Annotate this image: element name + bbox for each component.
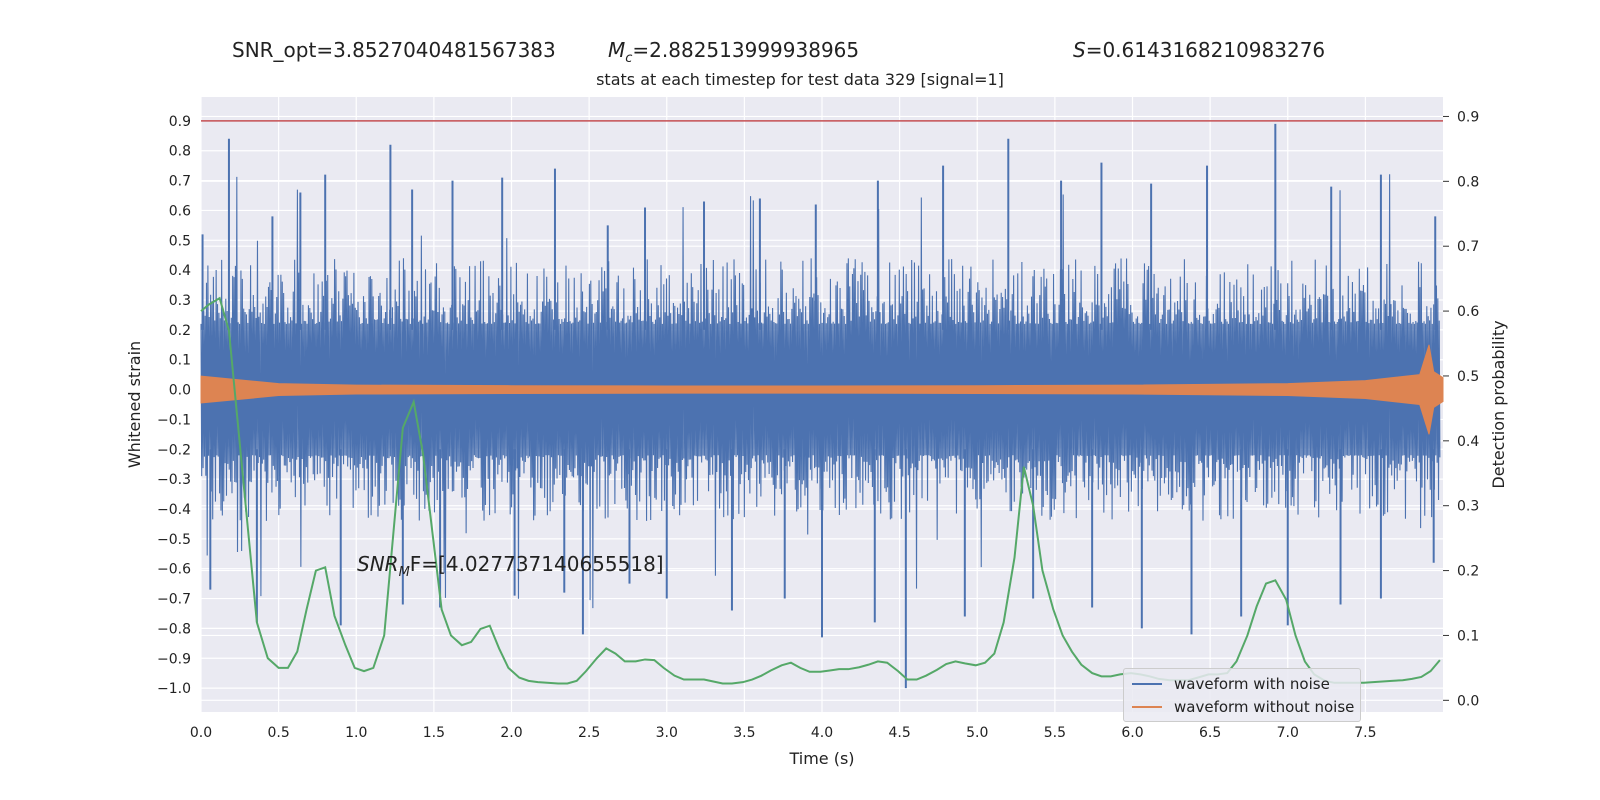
y-tick-label-right: 0.3 [1457,499,1479,515]
chart-title: stats at each timestep for test data 329… [596,70,1004,89]
x-tick-label: 1.5 [423,725,445,741]
legend-label-clean: waveform without noise [1174,698,1355,716]
chirp-mass-label: Mc=2.882513999938965 [608,38,860,66]
y-tick-label-left: −0.5 [157,532,191,548]
y-axis-label-left: Whitened strain [125,341,144,468]
noise-trace [200,174,1441,609]
y-tick-label-right: 0.0 [1457,693,1479,709]
y-tick-label-right: 0.2 [1457,564,1479,580]
x-tick-label: 7.5 [1354,725,1376,741]
y-tick-label-left: 0.1 [169,353,191,369]
y-ticks-right: 0.9 0.8 0.7 0.6 0.5 0.4 0.3 0.2 0.1 0.0 [1443,109,1479,709]
s-value-label: S=0.6143168210983276 [1073,38,1326,62]
x-ticks: 0.0 0.5 1.0 1.5 2.0 2.5 3.0 3.5 4.0 4.5 5.0 5.5 6.0 6… [190,725,1377,741]
x-tick-label: 2.5 [578,725,600,741]
clean-envelope [200,344,1444,435]
legend-swatch-noise [1132,683,1162,685]
y-tick-label-right: 0.6 [1457,304,1479,320]
x-tick-label: 2.0 [500,725,522,741]
x-tick-label: 6.5 [1199,725,1221,741]
y-tick-label-left: 0.7 [169,174,191,190]
series-waveform-without-noise [200,344,1444,435]
snr-mf-annotation: SNRMF=[4.027737140655518] [357,552,664,580]
y-tick-label-left: −0.9 [157,651,191,667]
x-tick-label: 0.5 [267,725,289,741]
x-tick-label: 6.0 [1121,725,1143,741]
y-tick-label-left: 0.8 [169,144,191,160]
legend-label-noise: waveform with noise [1174,675,1330,693]
y-tick-label-right: 0.7 [1457,239,1479,255]
y-tick-label-left: −0.1 [157,412,191,428]
legend-item-noise: waveform with noise [1132,675,1330,693]
y-tick-label-left: −1.0 [157,681,191,697]
y-tick-label-right: 0.8 [1457,174,1479,190]
y-tick-label-left: 0.9 [169,114,191,130]
x-tick-label: 4.0 [811,725,833,741]
y-tick-label-left: −0.3 [157,472,191,488]
y-tick-label-left: −0.8 [157,621,191,637]
y-tick-label-left: −0.4 [157,502,191,518]
y-tick-label-left: 0.3 [169,293,191,309]
legend: waveform with noise waveform without noi… [1123,668,1361,722]
x-tick-label: 0.0 [190,725,212,741]
y-axis-label-right: Detection probability [1489,320,1508,488]
x-tick-label: 4.5 [888,725,910,741]
x-tick-label: 1.0 [345,725,367,741]
x-tick-label: 3.0 [656,725,678,741]
y-tick-label-left: −0.2 [157,442,191,458]
y-tick-label-right: 0.9 [1457,109,1479,125]
snr-opt-label: SNR_opt=3.8527040481567383 [232,38,556,62]
x-tick-label: 3.5 [733,725,755,741]
y-tick-label-left: −0.6 [157,562,191,578]
y-tick-label-left: 0.4 [169,263,191,279]
x-tick-label: 7.0 [1277,725,1299,741]
y-tick-label-left: −0.7 [157,592,191,608]
y-tick-label-right: 0.1 [1457,628,1479,644]
x-axis-label: Time (s) [788,749,854,768]
probability-line [200,296,1441,685]
y-tick-label-left: 0.0 [169,383,191,399]
series-detection-probability [200,296,1441,685]
legend-swatch-clean [1132,706,1162,708]
y-tick-label-left: 0.6 [169,203,191,219]
x-tick-label: 5.0 [966,725,988,741]
y-tick-label-left: 0.2 [169,323,191,339]
legend-item-clean: waveform without noise [1132,698,1354,716]
y-tick-label-right: 0.4 [1457,434,1479,450]
x-tick-label: 5.5 [1044,725,1066,741]
series-waveform-with-noise [200,123,1441,689]
y-tick-label-right: 0.5 [1457,369,1479,385]
y-tick-label-left: 0.5 [169,233,191,249]
y-ticks-left: 0.9 0.8 0.7 0.6 0.5 0.4 0.3 0.2 0.1 0.0 −0.1 −0.2 −0… [157,114,191,697]
